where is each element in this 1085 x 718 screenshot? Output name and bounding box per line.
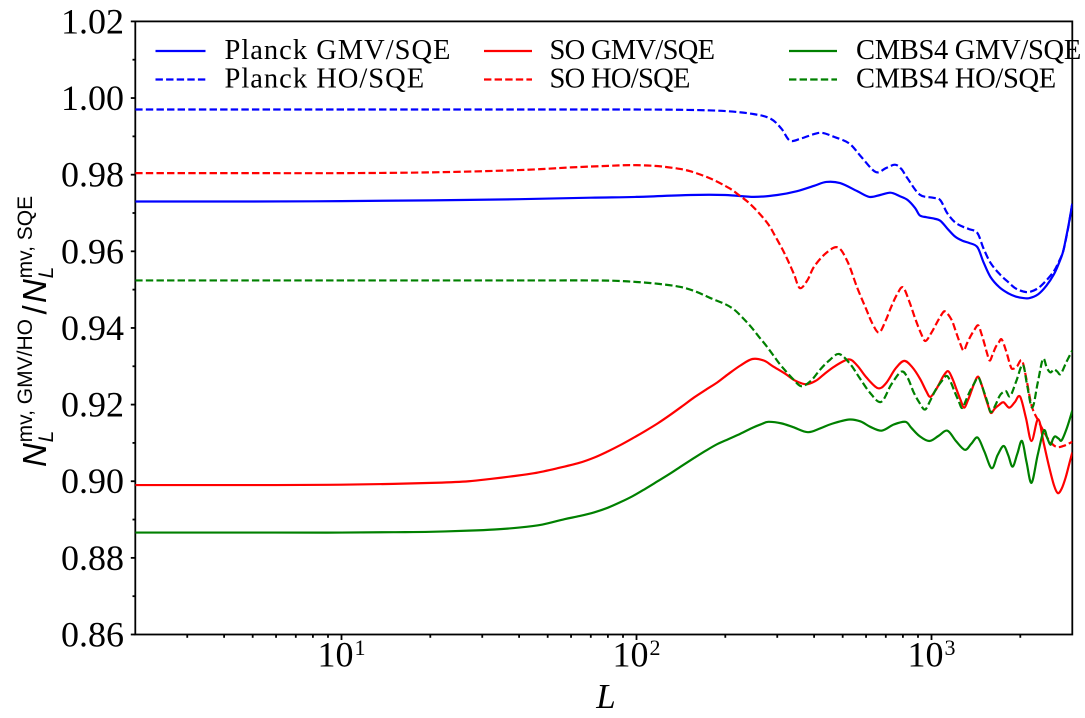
svg-text:0.92: 0.92 [61, 385, 124, 425]
svg-text:CMBS4 HO/SQE: CMBS4 HO/SQE [856, 64, 1056, 95]
svg-text:0.90: 0.90 [61, 461, 124, 501]
svg-text:3: 3 [945, 635, 956, 660]
svg-text:1.02: 1.02 [61, 1, 124, 41]
svg-text:N: N [16, 279, 53, 303]
svg-text:0.98: 0.98 [61, 155, 124, 195]
svg-text:0.96: 0.96 [61, 231, 124, 271]
svg-text:10: 10 [908, 635, 944, 675]
svg-text:0.86: 0.86 [61, 615, 124, 655]
svg-text:1: 1 [355, 635, 366, 660]
svg-text:Planck HO/SQE: Planck HO/SQE [225, 64, 426, 95]
svg-text:10: 10 [613, 635, 649, 675]
svg-text:L: L [35, 267, 58, 279]
svg-text:Planck GMV/SQE: Planck GMV/SQE [225, 35, 452, 66]
svg-text:10: 10 [318, 635, 354, 675]
svg-text:mv, GMV/HO: mv, GMV/HO [14, 319, 37, 442]
svg-text:/: / [16, 305, 53, 315]
svg-text:CMBS4 GMV/SQE: CMBS4 GMV/SQE [856, 35, 1081, 66]
svg-text:L: L [595, 677, 615, 713]
svg-text:1.00: 1.00 [61, 78, 124, 118]
svg-text:SO HO/SQE: SO HO/SQE [550, 64, 690, 95]
svg-text:0.94: 0.94 [61, 308, 124, 348]
svg-text:L: L [35, 431, 58, 443]
svg-text:N: N [16, 443, 53, 467]
svg-text:2: 2 [650, 635, 661, 660]
svg-text:mv, SQE: mv, SQE [14, 196, 37, 278]
svg-text:0.88: 0.88 [61, 538, 124, 578]
svg-text:SO GMV/SQE: SO GMV/SQE [550, 35, 715, 66]
